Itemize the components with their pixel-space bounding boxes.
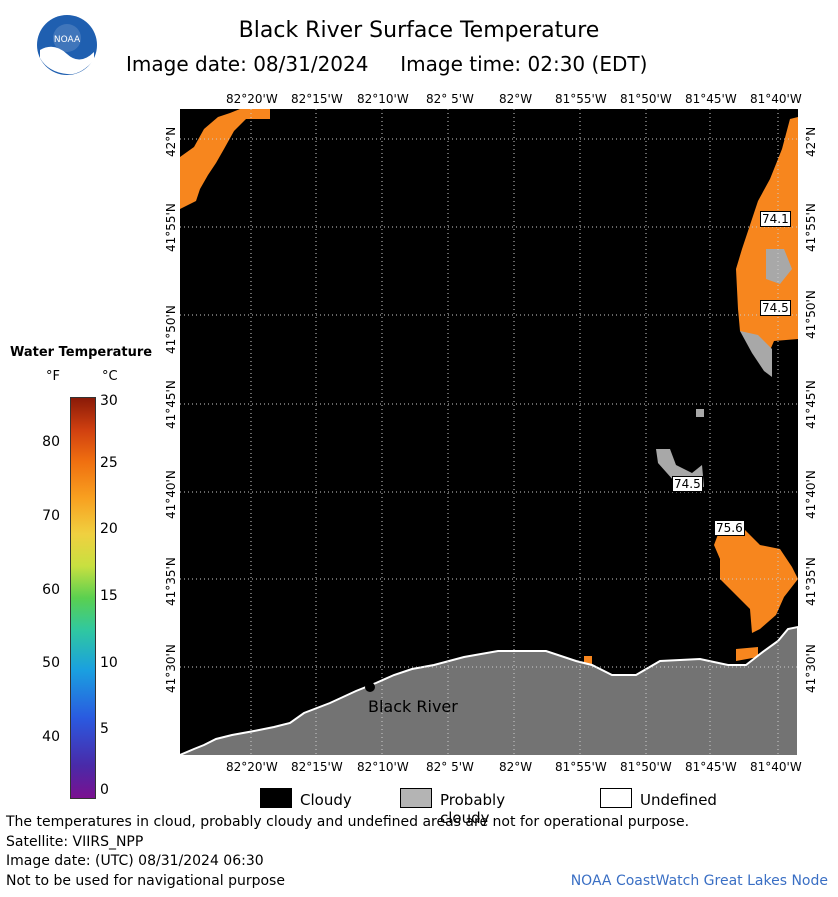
unit-fahrenheit: °F: [46, 369, 60, 384]
y-tick: 41°55'N: [164, 203, 178, 252]
y-tick: 42°N: [164, 126, 178, 157]
credit-link[interactable]: NOAA CoastWatch Great Lakes Node: [570, 873, 828, 889]
x-tick: 82°15'W: [291, 760, 343, 774]
y-tick: 41°50'N: [804, 290, 818, 339]
c-tick: 5: [100, 721, 109, 737]
land-area: [179, 625, 799, 757]
probably-cloudy: [740, 331, 772, 377]
satellite-text: Satellite: VIIRS_NPP: [6, 834, 144, 850]
place-label-black-river: Black River: [368, 697, 458, 716]
temperature-label: 74.5: [760, 300, 791, 316]
probably-cloudy: [696, 409, 704, 417]
y-tick: 41°50'N: [164, 305, 178, 354]
probably-cloudy: [766, 249, 792, 284]
y-tick: 41°40'N: [804, 470, 818, 519]
image-datetime: Image date: 08/31/2024 Image time: 02:30…: [126, 52, 648, 76]
y-tick: 41°30'N: [804, 644, 818, 693]
temperature-map[interactable]: 74.1 74.5 74.5 75.6 Black River: [179, 109, 799, 757]
x-axis-bottom: 82°20'W 82°15'W 82°10'W 82° 5'W 82°W 81°…: [0, 760, 838, 776]
warm-water-shore: [736, 647, 758, 661]
nav-warning-text: Not to be used for navigational purpose: [6, 873, 285, 889]
legend-title: Water Temperature: [10, 345, 153, 360]
c-tick: 30: [100, 393, 118, 409]
noaa-logo: NOAA: [36, 14, 98, 76]
x-tick: 82°15'W: [291, 92, 343, 106]
x-tick: 82° 5'W: [426, 92, 474, 106]
black-river-marker[interactable]: [365, 682, 375, 692]
x-tick: 81°40'W: [750, 92, 802, 106]
x-tick: 82°20'W: [226, 92, 278, 106]
c-tick: 25: [100, 455, 118, 471]
y-tick: 41°55'N: [804, 203, 818, 252]
x-tick: 82° 5'W: [426, 760, 474, 774]
temperature-label: 74.5: [672, 476, 703, 492]
y-axis-left: 42°N 41°55'N 41°50'N 41°45'N 41°40'N 41°…: [164, 109, 180, 756]
f-tick: 80: [42, 434, 60, 450]
c-tick: 10: [100, 655, 118, 671]
x-tick: 81°55'W: [555, 760, 607, 774]
disclaimer-text: The temperatures in cloud, probably clou…: [6, 814, 690, 830]
y-tick: 41°30'N: [164, 644, 178, 693]
c-tick: 20: [100, 521, 118, 537]
x-tick: 82°20'W: [226, 760, 278, 774]
cloudy-area: [180, 109, 798, 756]
y-tick: 41°45'N: [804, 380, 818, 429]
temperature-label: 74.1: [760, 211, 791, 227]
x-tick: 81°40'W: [750, 760, 802, 774]
c-tick: 0: [100, 782, 109, 798]
logo-text: NOAA: [54, 35, 81, 45]
key-label-undefined: Undefined: [640, 791, 717, 809]
y-tick: 42°N: [804, 126, 818, 157]
f-tick: 60: [42, 582, 60, 598]
warm-water-shore: [584, 656, 592, 664]
x-tick: 82°W: [499, 92, 533, 106]
y-tick: 41°40'N: [164, 470, 178, 519]
temperature-label: 75.6: [714, 520, 745, 536]
y-tick: 41°35'N: [804, 557, 818, 606]
page-title: Black River Surface Temperature: [238, 18, 600, 43]
unit-celsius: °C: [102, 369, 118, 384]
f-tick: 40: [42, 729, 60, 745]
y-tick: 41°35'N: [164, 557, 178, 606]
c-tick: 15: [100, 588, 118, 604]
f-tick: 70: [42, 508, 60, 524]
x-tick: 81°50'W: [620, 92, 672, 106]
key-swatch-probably-cloudy: [400, 788, 432, 808]
x-tick: 82°W: [499, 760, 533, 774]
x-tick: 81°45'W: [685, 92, 737, 106]
f-tick: 50: [42, 655, 60, 671]
graticule: [180, 109, 798, 756]
x-tick: 82°10'W: [357, 760, 409, 774]
x-tick: 81°50'W: [620, 760, 672, 774]
warm-water-east: [736, 117, 798, 355]
y-tick: 41°45'N: [164, 380, 178, 429]
warm-water-se: [714, 527, 798, 633]
utc-date-text: Image date: (UTC) 08/31/2024 06:30: [6, 853, 264, 869]
x-axis-top: 82°20'W 82°15'W 82°10'W 82° 5'W 82°W 81°…: [0, 92, 838, 108]
x-tick: 81°55'W: [555, 92, 607, 106]
y-axis-right: 42°N 41°55'N 41°50'N 41°45'N 41°40'N 41°…: [804, 109, 820, 756]
key-label-probably-cloudy: Probably cloudy: [440, 791, 506, 827]
x-tick: 82°10'W: [357, 92, 409, 106]
key-swatch-undefined: [600, 788, 632, 808]
key-swatch-cloudy: [260, 788, 292, 808]
warm-water-nw: [180, 109, 270, 209]
key-label-cloudy: Cloudy: [300, 791, 352, 809]
temperature-colorbar: [70, 397, 96, 799]
x-tick: 81°45'W: [685, 760, 737, 774]
